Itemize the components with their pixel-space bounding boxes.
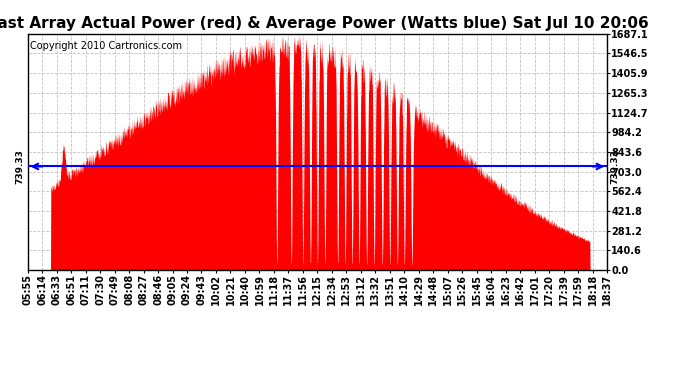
Title: East Array Actual Power (red) & Average Power (Watts blue) Sat Jul 10 20:06: East Array Actual Power (red) & Average … [0,16,649,31]
Text: 739.33: 739.33 [16,149,25,184]
Text: Copyright 2010 Cartronics.com: Copyright 2010 Cartronics.com [30,41,182,51]
Text: 739.33: 739.33 [610,149,619,184]
